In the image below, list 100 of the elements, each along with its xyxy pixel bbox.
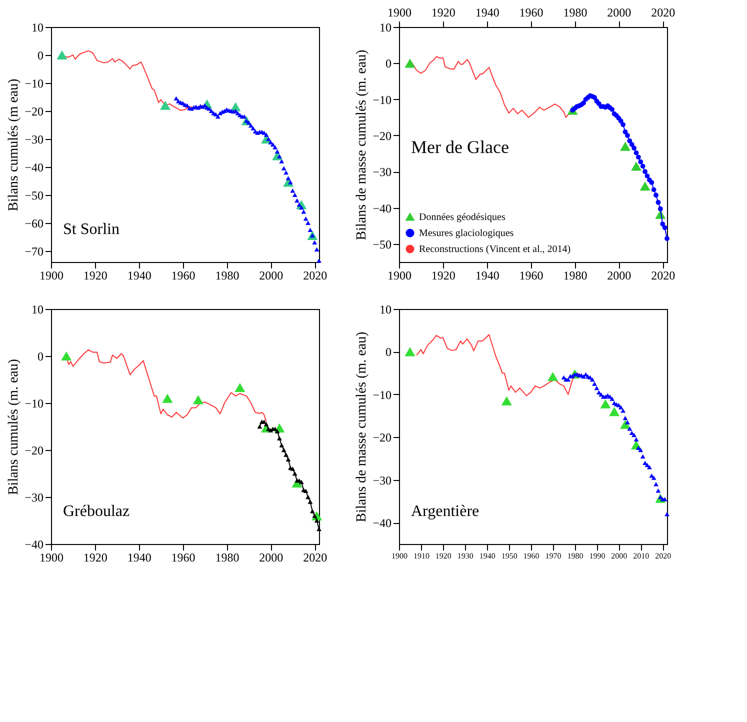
x-tick-label: 1960 [171, 268, 196, 282]
point [634, 150, 639, 156]
y-tick-label: −40 [372, 516, 392, 530]
x-tick-label: 2000 [611, 552, 628, 560]
y-tick-label: 0 [38, 48, 44, 62]
annotation: St Sorlin [63, 221, 120, 238]
point [501, 396, 512, 406]
point [651, 476, 656, 480]
point [618, 405, 624, 410]
point [610, 106, 615, 112]
y-tick-label: 0 [38, 350, 44, 364]
y-tick-label: −40 [372, 201, 392, 216]
point [654, 192, 658, 198]
point [644, 174, 650, 178]
point [404, 58, 416, 68]
y-tick-label: −10 [372, 388, 392, 402]
point [404, 347, 416, 356]
x-tick-label: 1990 [589, 552, 606, 560]
legend-label: Mesures glaciologiques [419, 228, 514, 239]
x-tick-label: 1940 [127, 550, 152, 564]
point [277, 436, 282, 440]
x-tick-label: 2020 [303, 550, 328, 564]
point [234, 382, 246, 392]
x-tick-label: 1970 [545, 552, 562, 560]
x2-tick-label: 2020 [651, 6, 676, 20]
point [640, 454, 646, 459]
y-tick-label: 0 [386, 56, 392, 71]
point [632, 146, 636, 151]
point [192, 395, 204, 404]
x-tick-label: 1950 [501, 552, 518, 560]
point [314, 518, 320, 523]
point [61, 351, 72, 361]
point [640, 182, 650, 191]
annotation: Gréboulaz [63, 503, 130, 520]
y-axis-title: Bilans cumulés (m. eau) [6, 358, 22, 496]
x-tick-label: 1940 [475, 268, 500, 282]
y-tick-label: 0 [386, 345, 392, 360]
point [257, 424, 262, 429]
point [310, 508, 315, 514]
y-tick-label: −30 [372, 473, 392, 488]
annotation: Argentière [411, 503, 480, 520]
point [636, 154, 641, 160]
point [592, 382, 597, 386]
point [279, 443, 284, 448]
point [609, 407, 620, 416]
y-tick-label: −10 [372, 92, 392, 107]
x-tick-label: 2020 [303, 268, 328, 282]
y-tick-label: −20 [372, 128, 392, 143]
x-tick-label: 1960 [171, 550, 196, 564]
point [286, 457, 291, 462]
x-tick-label: 1900 [40, 268, 64, 282]
y-tick-label: −30 [24, 490, 44, 504]
x-tick-label: 2000 [259, 268, 284, 282]
point [264, 422, 269, 426]
point [649, 180, 654, 185]
x-tick-label: 1980 [563, 268, 588, 282]
y-axis-title: Bilans de masse cumulés (m. eau) [354, 49, 370, 240]
x-tick-label: 1940 [479, 552, 496, 560]
point [658, 206, 663, 212]
point [581, 100, 586, 106]
x2-tick-label: 1980 [563, 6, 588, 20]
y-tick-label: 10 [32, 20, 44, 34]
y-tick-label: −20 [24, 104, 44, 118]
point [620, 122, 626, 128]
point [610, 396, 615, 401]
x-tick-label: 2000 [259, 550, 284, 564]
point [566, 377, 571, 382]
y-tick-label: 10 [380, 302, 392, 316]
point [638, 159, 644, 164]
x-tick-label: 1980 [567, 552, 584, 560]
y-tick-label: −10 [24, 76, 44, 90]
point [664, 236, 670, 241]
point [620, 142, 631, 151]
point [656, 200, 661, 205]
x-tick-label: 2010 [633, 552, 650, 560]
point [308, 500, 313, 504]
x-tick-label: 1960 [519, 268, 544, 282]
point [56, 50, 68, 60]
point [620, 408, 626, 413]
point [660, 222, 666, 226]
point [625, 420, 630, 424]
y-axis-title: Bilans de masse cumulés (m. eau) [354, 331, 370, 522]
point [162, 394, 173, 403]
point [290, 466, 296, 471]
point [654, 482, 658, 486]
point [625, 133, 630, 138]
point [642, 169, 648, 174]
point [548, 372, 558, 382]
point [284, 452, 288, 457]
point [622, 416, 628, 420]
y-axis-title: Bilans cumulés (m eau) [6, 78, 22, 212]
y-tick-label: −40 [24, 538, 44, 552]
point [634, 437, 639, 442]
y-tick-label: −50 [24, 188, 44, 202]
x2-tick-label: 1940 [475, 6, 500, 20]
y-tick-label: −10 [24, 396, 44, 410]
legend-label: Données géodésiques [419, 212, 506, 223]
y-tick-label: 10 [32, 302, 44, 316]
x-tick-label: 1920 [435, 552, 452, 560]
x-tick-label: 1930 [457, 552, 474, 560]
